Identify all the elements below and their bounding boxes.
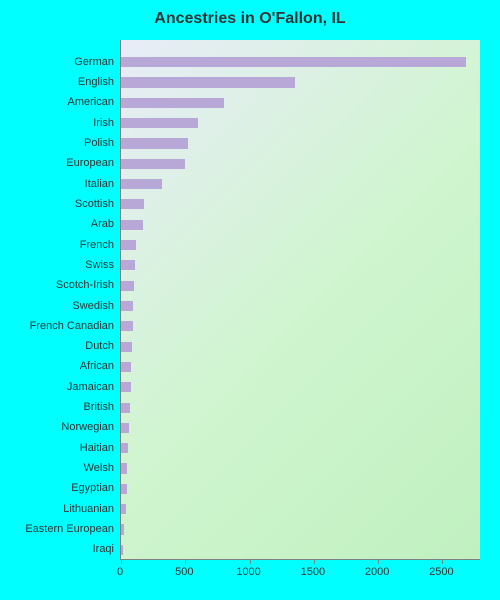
- x-tick: [442, 559, 443, 564]
- y-axis-label: English: [0, 76, 114, 88]
- y-axis-label: Italian: [0, 178, 114, 190]
- y-axis-label: Scottish: [0, 198, 114, 210]
- bar: [121, 199, 144, 209]
- y-axis-label: Irish: [0, 117, 114, 129]
- bar: [121, 545, 123, 555]
- chart-title: Ancestries in O'Fallon, IL: [0, 10, 500, 28]
- y-axis-label: American: [0, 96, 114, 108]
- bar: [121, 443, 128, 453]
- y-axis-label: Arab: [0, 218, 114, 230]
- bar: [121, 98, 224, 108]
- y-axis-label: Welsh: [0, 462, 114, 474]
- y-axis-label: British: [0, 401, 114, 413]
- bar: [121, 260, 135, 270]
- bar: [121, 220, 143, 230]
- bar: [121, 159, 185, 169]
- bar: [121, 524, 124, 534]
- y-axis-label: African: [0, 360, 114, 372]
- bar: [121, 403, 130, 413]
- bar: [121, 77, 295, 87]
- x-axis-label: 1500: [301, 566, 325, 578]
- x-axis-label: 500: [175, 566, 193, 578]
- bar: [121, 504, 126, 514]
- bar: [121, 301, 133, 311]
- y-axis-label: German: [0, 56, 114, 68]
- y-axis-label: Iraqi: [0, 543, 114, 555]
- plot-area: [120, 40, 480, 560]
- x-tick: [250, 559, 251, 564]
- y-axis-label: French Canadian: [0, 320, 114, 332]
- bar: [121, 281, 134, 291]
- x-tick: [378, 559, 379, 564]
- x-axis-label: 1000: [236, 566, 260, 578]
- bar: [121, 118, 198, 128]
- x-tick: [314, 559, 315, 564]
- x-axis-label: 2500: [429, 566, 453, 578]
- y-axis-label: Egyptian: [0, 482, 114, 494]
- bar: [121, 423, 129, 433]
- bar: [121, 484, 127, 494]
- bar: [121, 240, 136, 250]
- x-axis-label: 2000: [365, 566, 389, 578]
- bar: [121, 382, 131, 392]
- y-axis-label: Swiss: [0, 259, 114, 271]
- x-tick: [121, 559, 122, 564]
- y-axis-label: Haitian: [0, 442, 114, 454]
- y-axis-label: Lithuanian: [0, 503, 114, 515]
- y-axis-label: French: [0, 239, 114, 251]
- bar: [121, 57, 466, 67]
- x-axis-label: 0: [117, 566, 123, 578]
- y-axis-label: Norwegian: [0, 421, 114, 433]
- y-axis-label: Jamaican: [0, 381, 114, 393]
- y-axis-label: Scotch-Irish: [0, 279, 114, 291]
- bar: [121, 342, 132, 352]
- bar: [121, 362, 131, 372]
- bar: [121, 138, 188, 148]
- y-axis-label: Eastern European: [0, 523, 114, 535]
- bar: [121, 321, 133, 331]
- bar: [121, 463, 127, 473]
- bar: [121, 179, 162, 189]
- y-axis-label: Dutch: [0, 340, 114, 352]
- y-axis-label: European: [0, 157, 114, 169]
- y-axis-label: Polish: [0, 137, 114, 149]
- y-axis-label: Swedish: [0, 300, 114, 312]
- x-tick: [185, 559, 186, 564]
